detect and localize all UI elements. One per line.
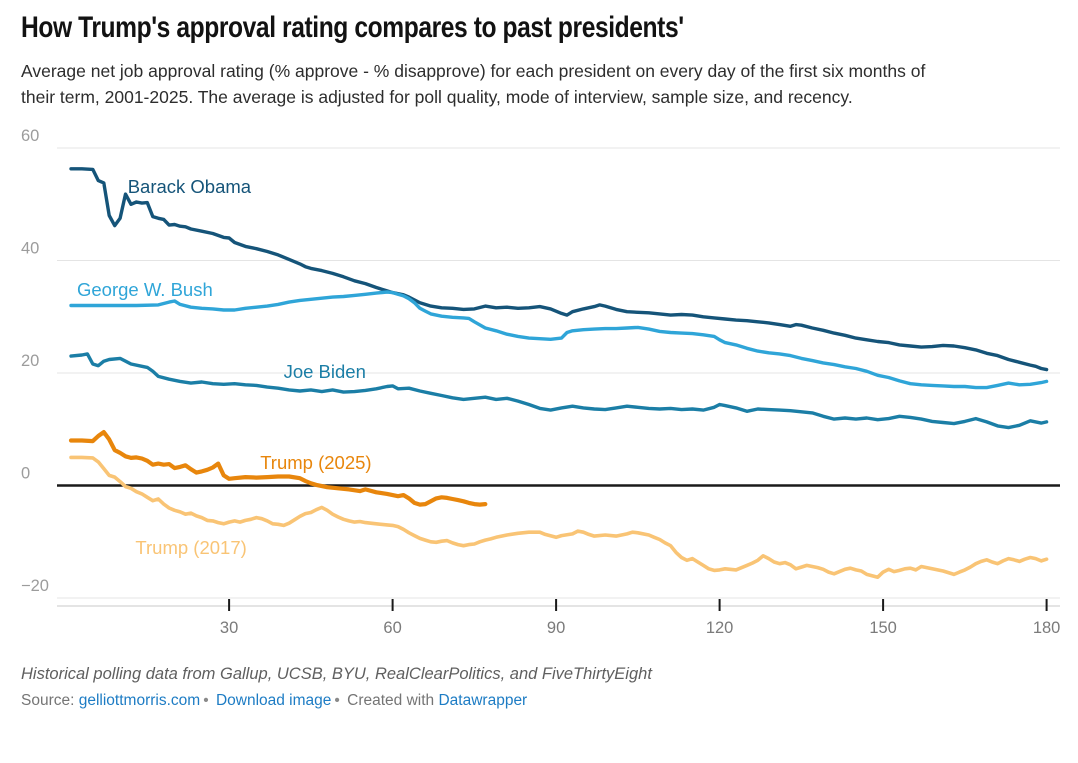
series-line-trump-2025 (68, 429, 488, 507)
x-axis-label-30: 30 (220, 619, 238, 637)
series-label-joe-biden: Joe Biden (284, 361, 366, 382)
series-line-joe-biden (69, 351, 1049, 429)
y-axis-label-0: 0 (21, 464, 30, 482)
source-link[interactable]: gelliottmorris.com (78, 691, 201, 709)
y-axis-label-40: 40 (21, 239, 39, 257)
y-axis-label-20: 20 (21, 352, 39, 370)
x-axis-label-120: 120 (706, 619, 734, 637)
series-line-george-w-bush (69, 289, 1049, 389)
chart-header: How Trump's approval rating compares to … (0, 0, 1078, 111)
page-title: How Trump's approval rating compares to … (21, 11, 684, 44)
bullet-separator: • (334, 691, 340, 709)
y-axis-label-60: 60 (21, 127, 39, 145)
x-axis-label-90: 90 (547, 619, 565, 637)
series-label-george-w-bush: George W. Bush (77, 278, 213, 299)
series-label-barack-obama: Barack Obama (128, 176, 252, 197)
footnote-text: Historical polling data from Gallup, UCS… (21, 664, 652, 683)
created-with-label: Created with (347, 691, 435, 709)
source-line: Source: gelliottmorris.com • Download ima… (21, 692, 1057, 710)
series-line-barack-obama (69, 166, 1049, 371)
download-image-link[interactable]: Download image (215, 691, 332, 709)
datawrapper-link[interactable]: Datawrapper (438, 691, 528, 709)
source-prefix-label: Source: (21, 691, 75, 709)
approval-line-chart: 60 40 20 0 −20 30 60 90 120 150 180 Barack Obama Geo… (21, 127, 1061, 637)
series-line-trump-2017 (69, 455, 1049, 579)
series-label-trump-2017: Trump (2017) (135, 537, 246, 558)
series-label-trump-2025: Trump (2025) (260, 452, 371, 473)
chart-subtitle: Average net job approval rating (% appro… (21, 61, 926, 108)
x-axis-label-60: 60 (383, 619, 401, 637)
y-axis-label--20: −20 (21, 577, 49, 595)
chart-footer: Historical polling data from Gallup, UCS… (0, 665, 1078, 710)
bullet-separator: • (203, 691, 209, 709)
x-axis-label-180: 180 (1033, 619, 1061, 637)
x-axis-label-150: 150 (869, 619, 897, 637)
